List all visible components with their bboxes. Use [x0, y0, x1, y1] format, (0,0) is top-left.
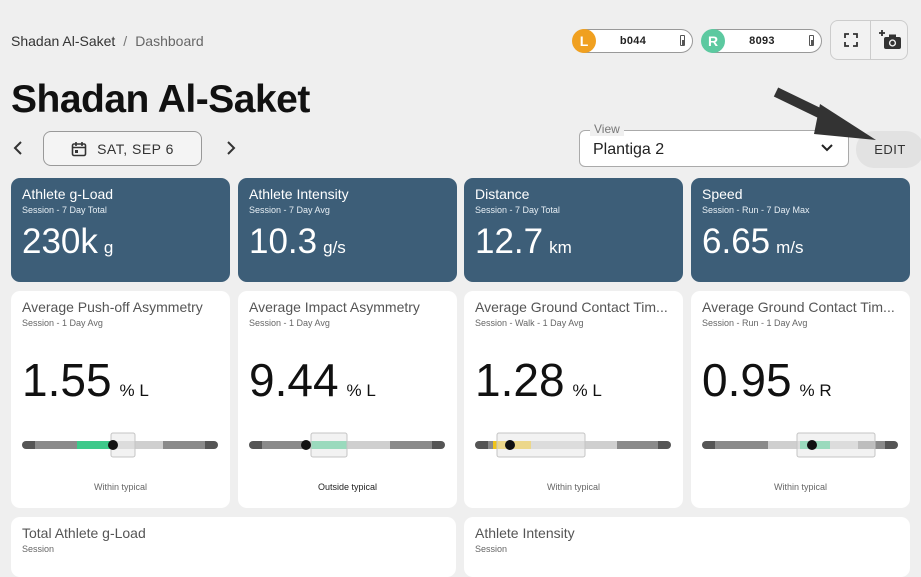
pointer-arrow-icon	[773, 87, 876, 140]
view-select-value: Plantiga 2	[593, 141, 665, 158]
kpi-subtitle: Session - 7 Day Avg	[249, 205, 330, 215]
kpi-unit: g	[103, 238, 114, 257]
kpi-card-speed[interactable]: Speed Session - Run - 7 Day Max 6.65 m/s	[691, 178, 910, 282]
card-unit: % R	[799, 381, 832, 400]
card-value: 1.55	[22, 354, 112, 406]
kpi-title: Athlete g-Load	[22, 186, 114, 202]
asymmetry-gauge	[702, 432, 898, 458]
asymmetry-card-push-off[interactable]: Average Push-off Asymmetry Session - 1 D…	[11, 291, 230, 508]
kpi-title: Distance	[475, 186, 530, 202]
card-subtitle: Session	[475, 544, 508, 554]
view-select-label: View	[590, 122, 624, 136]
date-picker-button[interactable]: SAT, SEP 6	[43, 131, 202, 166]
card-title: Average Ground Contact Tim...	[475, 299, 668, 315]
card-title: Total Athlete g-Load	[22, 525, 146, 541]
gauge-marker	[807, 440, 817, 450]
card-subtitle: Session - Run - 1 Day Avg	[702, 318, 808, 328]
right-sensor-id: 8093	[749, 35, 775, 47]
kpi-subtitle: Session - 7 Day Total	[475, 205, 560, 215]
card-subtitle: Session - 1 Day Avg	[22, 318, 103, 328]
status-label: Within typical	[546, 482, 600, 492]
fullscreen-icon	[843, 33, 858, 47]
gauge-marker	[301, 440, 311, 450]
chevron-down-icon	[821, 144, 833, 152]
chevron-right-icon	[227, 141, 236, 155]
battery-icon	[809, 35, 814, 46]
card-title: Athlete Intensity	[475, 525, 575, 541]
card-subtitle: Session - Walk - 1 Day Avg	[475, 318, 584, 328]
gauge-marker	[108, 440, 118, 450]
asymmetry-card-impact[interactable]: Average Impact Asymmetry Session - 1 Day…	[238, 291, 457, 508]
card-subtitle: Session	[22, 544, 55, 554]
kpi-title: Speed	[702, 186, 743, 202]
kpi-subtitle: Session - 7 Day Total	[22, 205, 107, 215]
kpi-unit: km	[549, 238, 572, 257]
view-actions	[830, 20, 908, 60]
breadcrumb-athlete[interactable]: Shadan Al-Saket	[11, 33, 116, 49]
kpi-value: 12.7	[475, 222, 544, 261]
asymmetry-card-ground-contact-walk[interactable]: Average Ground Contact Tim... Session - …	[464, 291, 683, 508]
status-label: Within typical	[773, 482, 827, 492]
left-sensor-badge: L	[572, 29, 596, 53]
asymmetry-gauge	[249, 432, 445, 458]
asymmetry-gauge	[475, 432, 671, 458]
card-title: Average Impact Asymmetry	[249, 299, 420, 315]
breadcrumb: Shadan Al-Saket / Dashboard	[11, 33, 204, 49]
date-label: SAT, SEP 6	[97, 140, 174, 157]
kpi-card-athlete-intensity[interactable]: Athlete Intensity Session - 7 Day Avg 10…	[238, 178, 457, 282]
kpi-unit: m/s	[776, 238, 804, 257]
card-value: 9.44	[249, 354, 339, 406]
chevron-left-icon	[13, 141, 22, 155]
right-sensor-badge: R	[701, 29, 725, 53]
asymmetry-gauge	[22, 432, 218, 458]
card-unit: % L	[572, 381, 602, 400]
kpi-subtitle: Session - Run - 7 Day Max	[702, 205, 810, 215]
battery-icon	[680, 35, 685, 46]
card-title: Average Push-off Asymmetry	[22, 299, 203, 315]
next-day-button[interactable]	[226, 140, 236, 161]
kpi-title: Athlete Intensity	[249, 186, 349, 202]
calendar-icon	[71, 141, 87, 156]
card-subtitle: Session - 1 Day Avg	[249, 318, 330, 328]
chart-card-total-athlete-g-load[interactable]: Total Athlete g-Load Session	[11, 517, 456, 577]
kpi-value: 230k	[22, 222, 98, 261]
kpi-value: 6.65	[702, 222, 771, 261]
status-label: Within typical	[93, 482, 147, 492]
top-bar: Shadan Al-Saket / Dashboard L b044 R 8093	[0, 0, 921, 80]
card-unit: % L	[346, 381, 376, 400]
breadcrumb-separator: /	[123, 33, 128, 49]
kpi-card-distance[interactable]: Distance Session - 7 Day Total 12.7 km	[464, 178, 683, 282]
view-select[interactable]: View Plantiga 2	[579, 122, 849, 167]
previous-day-button[interactable]	[13, 140, 23, 161]
kpi-unit: g/s	[323, 238, 346, 257]
kpi-value: 10.3	[249, 222, 318, 261]
card-value: 1.28	[475, 354, 565, 406]
asymmetry-card-ground-contact-run[interactable]: Average Ground Contact Tim... Session - …	[691, 291, 910, 508]
screenshot-button[interactable]	[870, 21, 910, 59]
left-sensor-pill[interactable]: L b044	[572, 29, 693, 53]
breadcrumb-page: Dashboard	[135, 33, 204, 49]
page-title: Shadan Al-Saket	[11, 78, 310, 121]
card-title: Average Ground Contact Tim...	[702, 299, 895, 315]
right-sensor-pill[interactable]: R 8093	[701, 29, 822, 53]
card-value: 0.95	[702, 354, 792, 406]
status-label: Outside typical	[317, 482, 378, 492]
add-photo-icon	[878, 30, 901, 49]
card-unit: % L	[119, 381, 149, 400]
left-sensor-id: b044	[619, 35, 647, 47]
fullscreen-button[interactable]	[831, 21, 870, 59]
chart-card-athlete-intensity[interactable]: Athlete Intensity Session	[464, 517, 910, 577]
kpi-card-athlete-g-load[interactable]: Athlete g-Load Session - 7 Day Total 230…	[11, 178, 230, 282]
gauge-marker	[505, 440, 515, 450]
